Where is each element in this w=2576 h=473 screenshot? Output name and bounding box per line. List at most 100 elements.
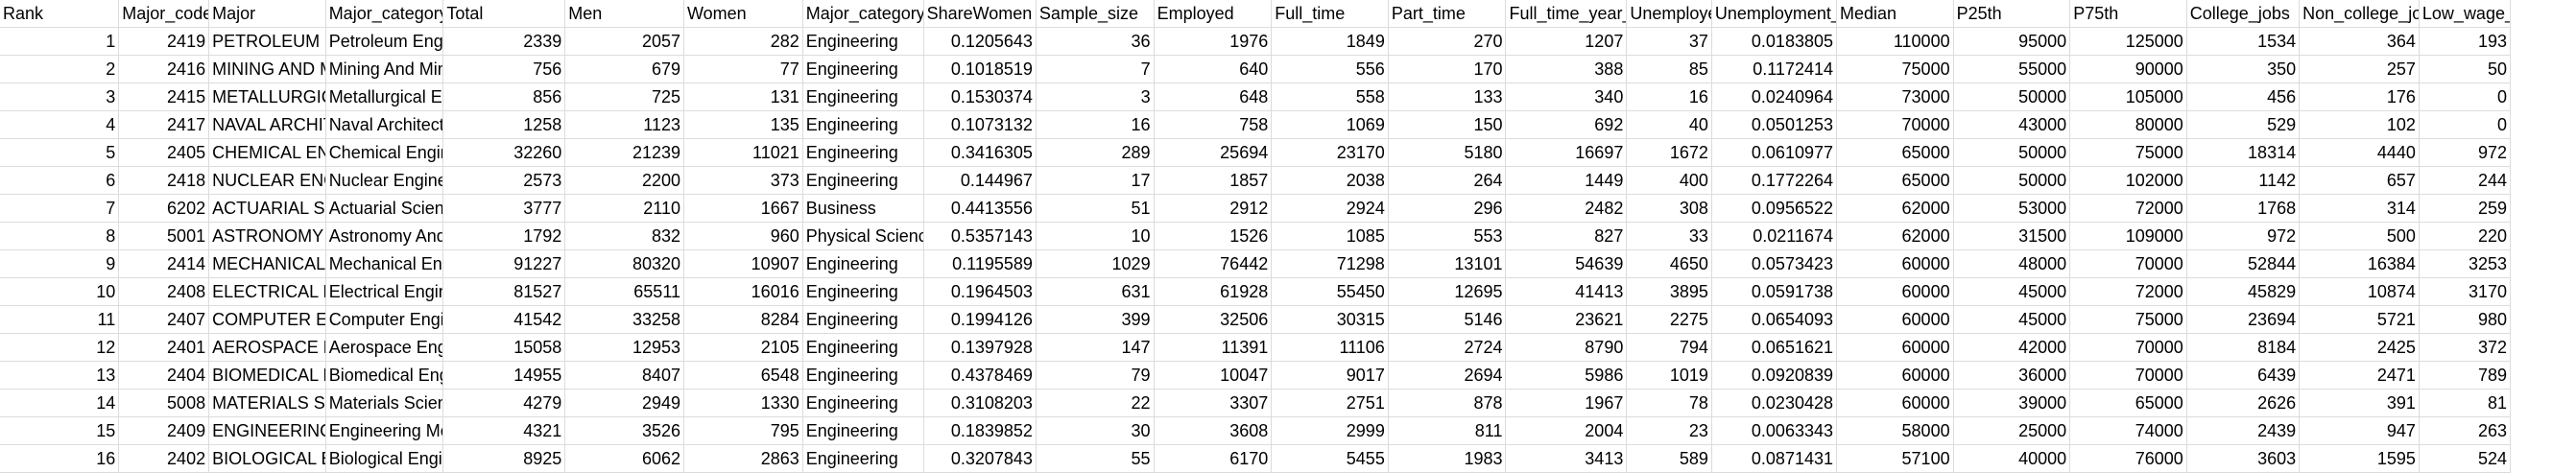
column-header-p25th[interactable]: P25th: [1953, 0, 2071, 28]
cell-full-time-year-round[interactable]: 388: [1505, 55, 1628, 83]
cell-median[interactable]: 60000: [1836, 249, 1954, 278]
cell-unemployed[interactable]: 23: [1626, 416, 1712, 445]
cell-unemployed[interactable]: 589: [1626, 444, 1712, 473]
cell-college-jobs[interactable]: 2439: [2186, 416, 2301, 445]
cell-major-code[interactable]: 2418: [118, 166, 210, 195]
cell-sharewomen[interactable]: 0.4413556: [923, 194, 1037, 223]
cell-major-category[interactable]: Engineering: [802, 444, 924, 473]
cell-major-category[interactable]: Engineering: [802, 333, 924, 362]
cell-rank[interactable]: 13: [0, 361, 120, 390]
cell-men[interactable]: 2949: [564, 389, 684, 417]
cell-major-code[interactable]: 2405: [118, 138, 210, 167]
cell-full-time-year-round[interactable]: 340: [1505, 83, 1628, 111]
cell-sharewomen[interactable]: 0.144967: [923, 166, 1037, 195]
cell-unemployment-rate[interactable]: 0.0573423: [1711, 249, 1838, 278]
column-header-men[interactable]: Men: [564, 0, 684, 28]
cell-sample-size[interactable]: 289: [1036, 138, 1155, 167]
cell-employed[interactable]: 1526: [1154, 222, 1273, 250]
cell-sharewomen[interactable]: 0.3416305: [923, 138, 1037, 167]
cell-employed[interactable]: 25694: [1154, 138, 1273, 167]
cell-low-wage-jobs[interactable]: 244: [2419, 166, 2512, 195]
cell-sharewomen[interactable]: 0.5357143: [923, 222, 1037, 250]
cell-college-jobs[interactable]: 1534: [2186, 27, 2301, 56]
cell-unemployment-rate[interactable]: 0.0956522: [1711, 194, 1838, 223]
cell-non-college-jobs[interactable]: 657: [2299, 166, 2420, 195]
cell-unemployment-rate[interactable]: 0.0183805: [1711, 27, 1838, 56]
cell-total[interactable]: 1792: [442, 222, 566, 250]
cell-p75th[interactable]: 105000: [2069, 83, 2187, 111]
cell-p25th[interactable]: 50000: [1953, 83, 2071, 111]
cell-p75th[interactable]: 109000: [2069, 222, 2187, 250]
cell-full-time-year-round[interactable]: 827: [1505, 222, 1628, 250]
cell-women[interactable]: 2105: [683, 333, 803, 362]
cell-major-category-full[interactable]: Biomedical Engineering: [325, 361, 444, 390]
cell-major[interactable]: METALLURGICAL ENGINEERING: [208, 83, 326, 111]
cell-p25th[interactable]: 53000: [1953, 194, 2071, 223]
cell-part-time[interactable]: 878: [1388, 389, 1507, 417]
cell-college-jobs[interactable]: 23694: [2186, 305, 2301, 334]
cell-low-wage-jobs[interactable]: 524: [2419, 444, 2512, 473]
cell-sample-size[interactable]: 30: [1036, 416, 1155, 445]
cell-sharewomen[interactable]: 0.1205643: [923, 27, 1037, 56]
cell-major-category-full[interactable]: Electrical Engineering: [325, 277, 444, 306]
cell-unemployed[interactable]: 1672: [1626, 138, 1712, 167]
cell-full-time-year-round[interactable]: 3413: [1505, 444, 1628, 473]
cell-unemployment-rate[interactable]: 0.0063343: [1711, 416, 1838, 445]
column-header-non-college-jobs[interactable]: Non_college_jobs: [2299, 0, 2420, 28]
column-header-major[interactable]: Major: [208, 0, 326, 28]
cell-rank[interactable]: 11: [0, 305, 120, 334]
cell-men[interactable]: 2200: [564, 166, 684, 195]
cell-major-category-full[interactable]: Chemical Engineering: [325, 138, 444, 167]
cell-men[interactable]: 21239: [564, 138, 684, 167]
cell-p25th[interactable]: 45000: [1953, 277, 2071, 306]
column-header-women[interactable]: Women: [683, 0, 803, 28]
cell-men[interactable]: 832: [564, 222, 684, 250]
cell-major-category[interactable]: Engineering: [802, 83, 924, 111]
cell-men[interactable]: 1123: [564, 110, 684, 139]
cell-p25th[interactable]: 31500: [1953, 222, 2071, 250]
cell-median[interactable]: 60000: [1836, 305, 1954, 334]
cell-major-code[interactable]: 2415: [118, 83, 210, 111]
cell-total[interactable]: 15058: [442, 333, 566, 362]
cell-major[interactable]: MATERIALS SCIENCE: [208, 389, 326, 417]
cell-part-time[interactable]: 13101: [1388, 249, 1507, 278]
cell-p75th[interactable]: 70000: [2069, 333, 2187, 362]
cell-part-time[interactable]: 5146: [1388, 305, 1507, 334]
cell-sample-size[interactable]: 16: [1036, 110, 1155, 139]
cell-major-category-full[interactable]: Biological Engineering: [325, 444, 444, 473]
cell-p75th[interactable]: 102000: [2069, 166, 2187, 195]
cell-full-time-year-round[interactable]: 54639: [1505, 249, 1628, 278]
cell-unemployed[interactable]: 16: [1626, 83, 1712, 111]
column-header-part-time[interactable]: Part_time: [1388, 0, 1507, 28]
cell-sharewomen[interactable]: 0.4378469: [923, 361, 1037, 390]
cell-full-time[interactable]: 2924: [1271, 194, 1389, 223]
cell-rank[interactable]: 5: [0, 138, 120, 167]
cell-low-wage-jobs[interactable]: 789: [2419, 361, 2512, 390]
cell-median[interactable]: 62000: [1836, 194, 1954, 223]
cell-major-category-full[interactable]: Actuarial Science: [325, 194, 444, 223]
cell-median[interactable]: 62000: [1836, 222, 1954, 250]
cell-sharewomen[interactable]: 0.3108203: [923, 389, 1037, 417]
cell-women[interactable]: 131: [683, 83, 803, 111]
cell-major-category[interactable]: Engineering: [802, 138, 924, 167]
cell-men[interactable]: 6062: [564, 444, 684, 473]
cell-full-time[interactable]: 11106: [1271, 333, 1389, 362]
cell-major-category[interactable]: Engineering: [802, 27, 924, 56]
cell-p75th[interactable]: 75000: [2069, 138, 2187, 167]
cell-major-category-full[interactable]: Mechanical Engineering: [325, 249, 444, 278]
cell-low-wage-jobs[interactable]: 0: [2419, 110, 2512, 139]
column-header-p75th[interactable]: P75th: [2069, 0, 2187, 28]
cell-employed[interactable]: 3608: [1154, 416, 1273, 445]
cell-total[interactable]: 856: [442, 83, 566, 111]
cell-part-time[interactable]: 2724: [1388, 333, 1507, 362]
cell-total[interactable]: 3777: [442, 194, 566, 223]
cell-women[interactable]: 960: [683, 222, 803, 250]
cell-major[interactable]: NUCLEAR ENGINEERING: [208, 166, 326, 195]
column-header-low-wage-jobs[interactable]: Low_wage_jobs: [2419, 0, 2512, 28]
cell-part-time[interactable]: 1983: [1388, 444, 1507, 473]
cell-major[interactable]: MECHANICAL ENGINEERING: [208, 249, 326, 278]
column-header-major-category[interactable]: Major_category: [802, 0, 924, 28]
cell-full-time[interactable]: 23170: [1271, 138, 1389, 167]
cell-full-time-year-round[interactable]: 1967: [1505, 389, 1628, 417]
cell-median[interactable]: 60000: [1836, 333, 1954, 362]
